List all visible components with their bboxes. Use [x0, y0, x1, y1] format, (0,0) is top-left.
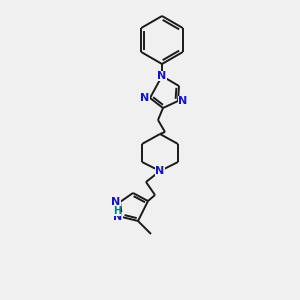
Text: H: H — [113, 206, 121, 216]
Text: N: N — [113, 212, 123, 222]
Text: N: N — [178, 96, 188, 106]
Text: N: N — [140, 93, 150, 103]
Text: N: N — [155, 166, 165, 176]
Text: N: N — [158, 71, 166, 81]
Text: N: N — [111, 197, 121, 207]
